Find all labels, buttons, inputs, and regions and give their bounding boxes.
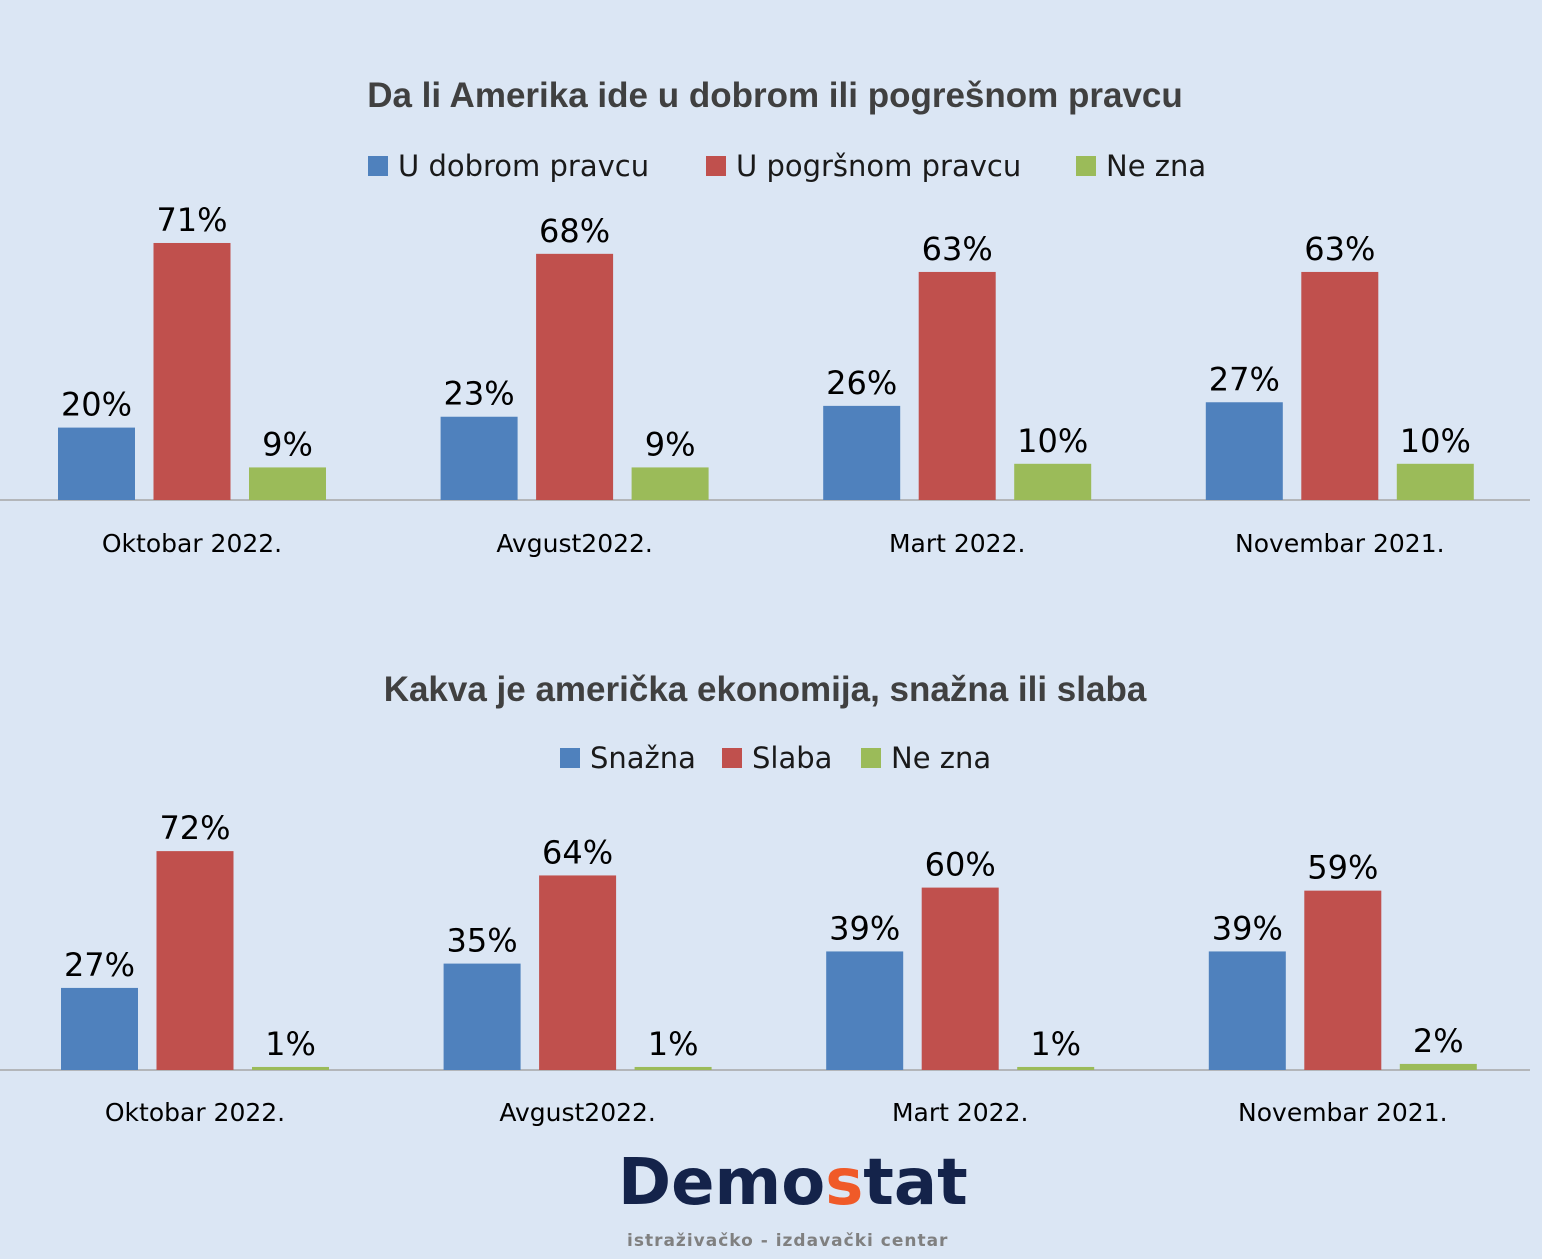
- bar: [1017, 1066, 1095, 1070]
- category-label: Novembar 2021.: [1238, 1098, 1448, 1127]
- bar: [61, 987, 138, 1070]
- data-label: 27%: [64, 946, 135, 984]
- logo-wordmark-accent: s: [825, 1146, 863, 1220]
- data-label: 9%: [262, 425, 313, 463]
- legend-swatch-green: [1076, 156, 1096, 176]
- bar: [156, 851, 234, 1070]
- bar: [1304, 890, 1382, 1070]
- data-label: 10%: [1400, 422, 1471, 460]
- category-label: Mart 2022.: [892, 1098, 1029, 1127]
- bar: [634, 1066, 712, 1070]
- bar: [921, 887, 999, 1070]
- demostat-logo: Demo s tat istraživačko - izdavački cent…: [618, 1146, 968, 1251]
- data-label: 20%: [61, 386, 132, 424]
- data-label: 63%: [922, 230, 993, 268]
- chart-1-legend: U dobrom pravcu U pogršnom pravcu Ne zna: [368, 149, 1206, 183]
- bar: [1399, 1063, 1477, 1070]
- legend-swatch-blue: [560, 748, 580, 768]
- legend-swatch-red: [706, 156, 726, 176]
- data-label: 2%: [1413, 1022, 1464, 1060]
- data-label: 39%: [1212, 909, 1283, 947]
- legend-swatch-blue: [368, 156, 388, 176]
- data-label: 23%: [444, 375, 515, 413]
- category-label: Oktobar 2022.: [102, 529, 282, 558]
- legend-swatch-red: [722, 748, 742, 768]
- bar: [1205, 402, 1283, 500]
- chart-1-title: Da li Amerika ide u dobrom ili pogrešnom…: [367, 76, 1183, 115]
- data-label: 1%: [265, 1025, 316, 1063]
- logo-wordmark-part1: Demo: [618, 1146, 825, 1220]
- data-label: 63%: [1304, 230, 1375, 268]
- data-label: 72%: [159, 809, 230, 847]
- data-label: 1%: [1030, 1025, 1081, 1063]
- bar: [823, 405, 901, 500]
- logo-tagline: istraživačko - izdavački centar: [627, 1231, 948, 1251]
- legend-swatch-green: [861, 748, 881, 768]
- legend-label: Snažna: [590, 741, 696, 775]
- bar: [918, 271, 996, 500]
- legend-label: U pogršnom pravcu: [736, 149, 1021, 183]
- category-label: Avgust2022.: [496, 529, 653, 558]
- data-label: 71%: [156, 201, 227, 239]
- data-label: 64%: [542, 833, 613, 871]
- category-label: Mart 2022.: [889, 529, 1026, 558]
- chart-2-legend: Snažna Slaba Ne zna: [560, 741, 991, 775]
- bar: [249, 467, 326, 500]
- category-label: Oktobar 2022.: [105, 1098, 285, 1127]
- bar: [539, 875, 617, 1070]
- chart-2-title: Kakva je američka ekonomija, snažna ili …: [384, 670, 1147, 709]
- bar: [153, 242, 231, 501]
- category-label: Avgust2022.: [499, 1098, 656, 1127]
- bar: [631, 467, 709, 500]
- data-label: 27%: [1209, 360, 1280, 398]
- logo-wordmark-part2: tat: [863, 1146, 967, 1220]
- legend-label: U dobrom pravcu: [398, 149, 649, 183]
- data-label: 68%: [539, 212, 610, 250]
- bar: [1301, 271, 1379, 500]
- data-label: 60%: [925, 846, 996, 884]
- data-label: 26%: [826, 364, 897, 402]
- data-label: 35%: [447, 922, 518, 960]
- bar: [58, 427, 135, 500]
- bar: [1014, 463, 1092, 500]
- legend-label: Ne zna: [1106, 149, 1206, 183]
- bar: [826, 951, 904, 1070]
- data-label: 9%: [645, 425, 696, 463]
- bar: [536, 253, 614, 500]
- bar: [440, 416, 518, 500]
- bar: [1208, 951, 1286, 1070]
- data-label: 1%: [648, 1025, 699, 1063]
- legend-label: Ne zna: [891, 741, 991, 775]
- bar: [252, 1066, 329, 1070]
- legend-label: Slaba: [752, 741, 832, 775]
- data-label: 10%: [1017, 422, 1088, 460]
- data-label: 39%: [829, 909, 900, 947]
- bar: [1396, 463, 1474, 500]
- data-label: 59%: [1307, 849, 1378, 887]
- bar: [443, 963, 521, 1070]
- category-label: Novembar 2021.: [1235, 529, 1445, 558]
